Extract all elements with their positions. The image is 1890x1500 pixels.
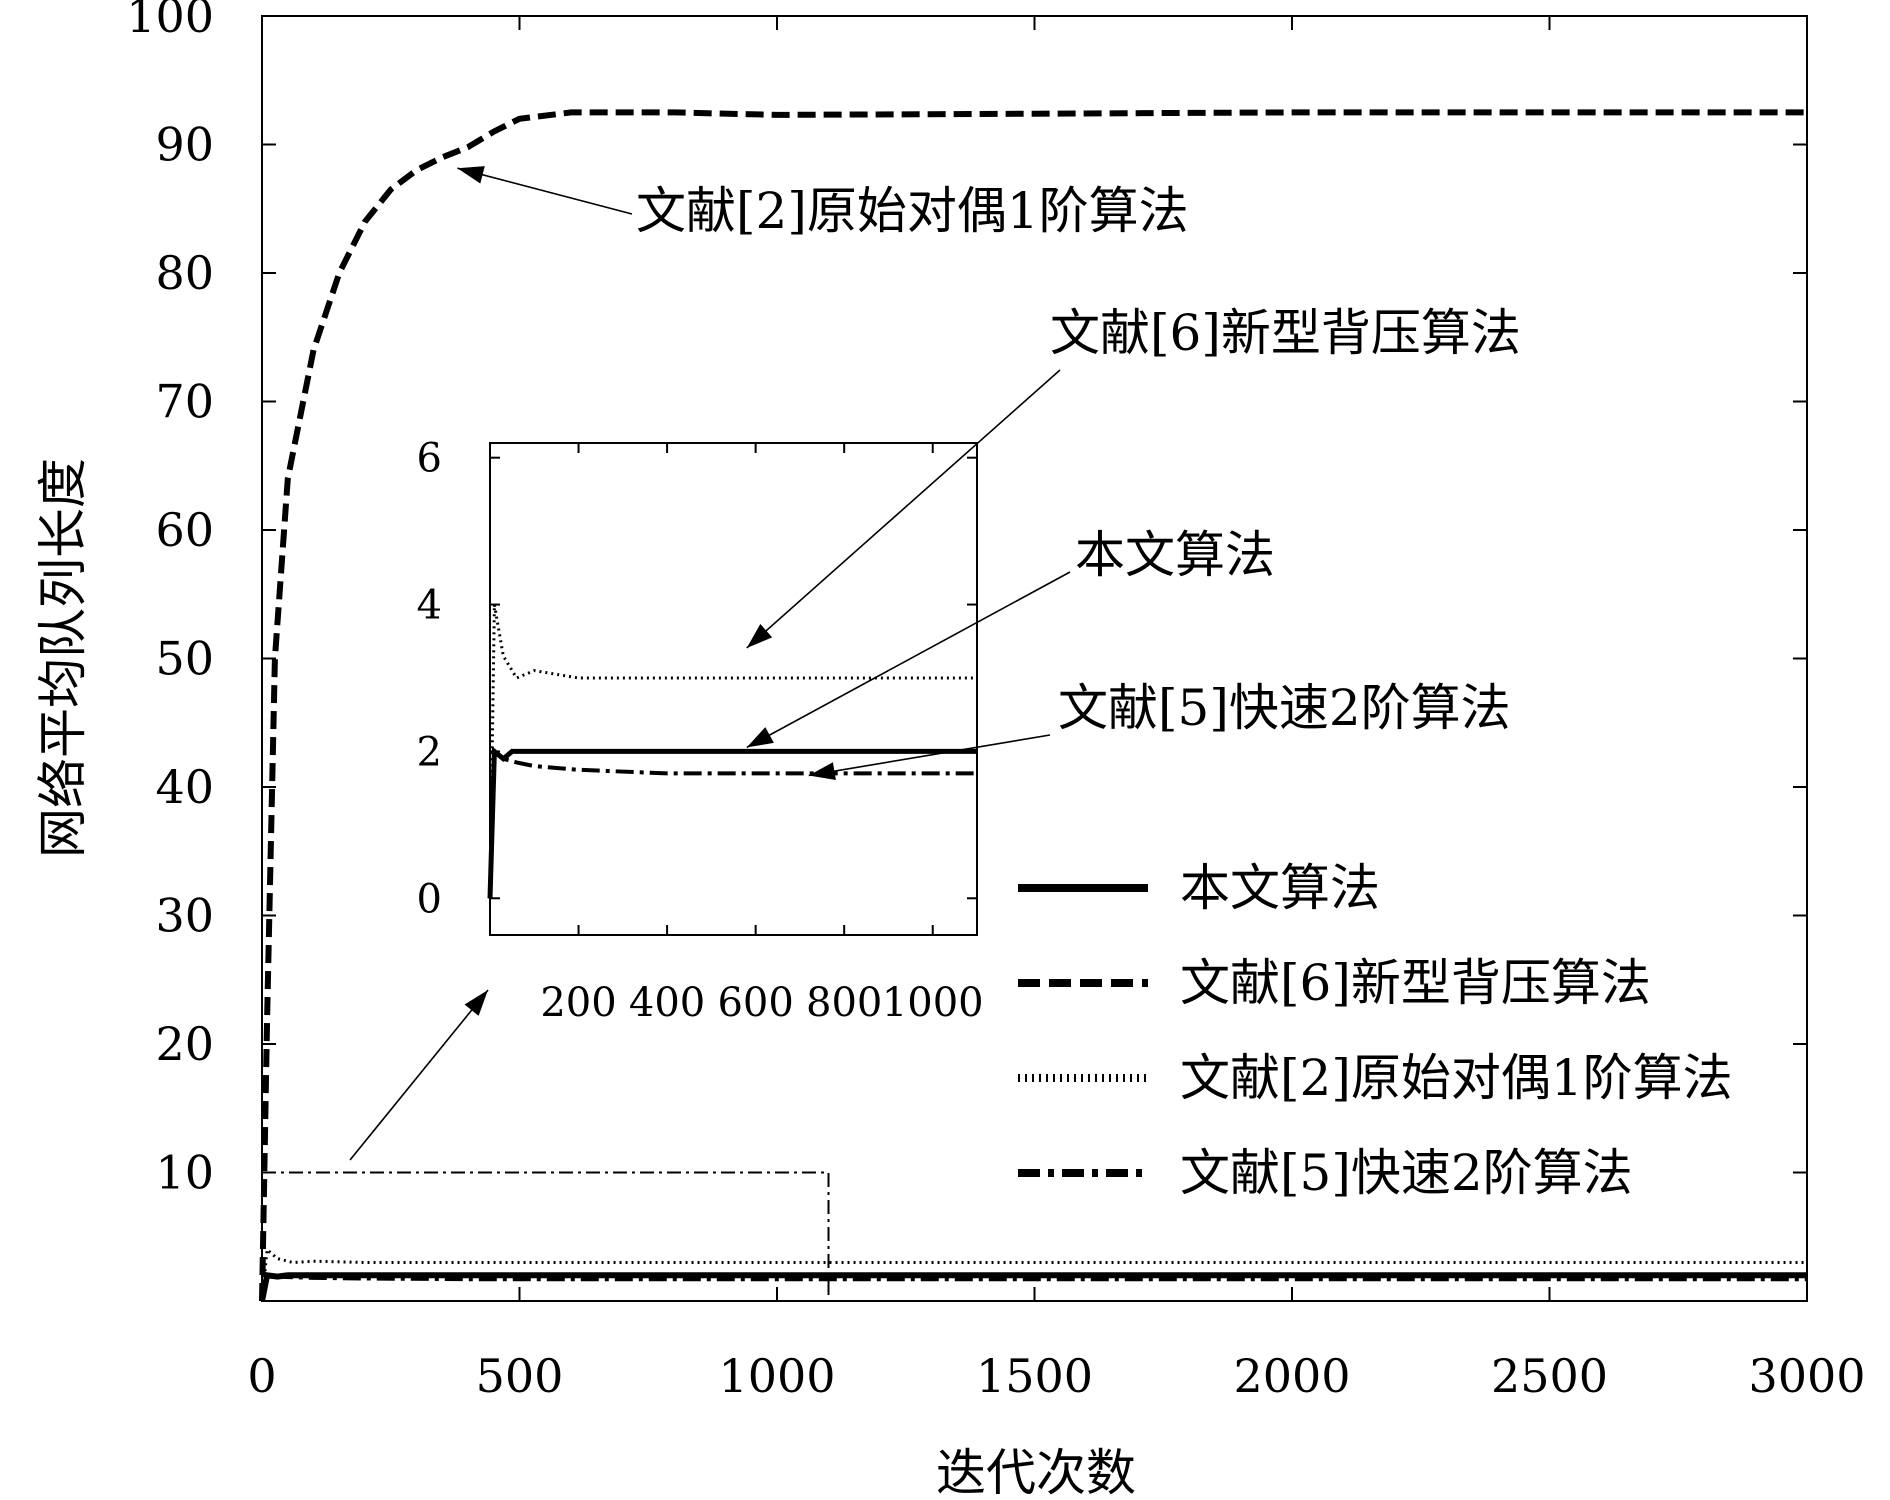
legend-entry-fast-second-order: 文献[5]快速2阶算法 [1018, 1144, 1633, 1202]
inset-x-tick-label: 1000 [882, 980, 984, 1026]
inset-x-tick-label: 800 [806, 980, 882, 1026]
x-tick-label: 2000 [1233, 1349, 1350, 1403]
arrow-fast-second-order-head [808, 762, 836, 780]
y-tick-label: 40 [155, 760, 214, 814]
inset-series-line-0 [487, 746, 977, 899]
inset-y-tick-label: 0 [417, 876, 442, 922]
y-tick-label: 80 [155, 246, 214, 300]
arrow-backpressure-shaft [746, 369, 1061, 649]
y-tick-label: 70 [155, 375, 214, 429]
inset-x-tick-label: 600 [717, 980, 793, 1026]
x-tick-label: 2500 [1491, 1349, 1608, 1403]
annotation-proposed: 本文算法 [1075, 526, 1275, 584]
zoom-box [261, 1171, 830, 1302]
legend: 本文算法 文献[6]新型背压算法 文献[2]原始对偶1阶算法 文献[5]快速2阶… [1018, 859, 1733, 1202]
inset-plot: 200 400 600 800 1000 0 2 4 6 [417, 436, 984, 1026]
arrow-fast-second-order-shaft [808, 734, 1051, 777]
y-tick-label: 10 [155, 1146, 214, 1200]
inset-frame [489, 442, 978, 936]
y-tick-label: 20 [155, 1017, 214, 1071]
inset-series-line-3 [488, 747, 977, 899]
legend-label-proposed: 本文算法 [1180, 859, 1380, 917]
arrow-zoom-to-inset-shaft [349, 989, 489, 1161]
arrow-backpressure [746, 369, 1061, 649]
arrow-zoom-to-inset-head [464, 990, 488, 1016]
series-line-3 [260, 1273, 1807, 1302]
main-plot: 0 500 1000 1500 2000 2500 30001020304050607080… [126, 0, 1865, 1403]
annotation-backpressure: 文献[6]新型背压算法 [1050, 304, 1521, 362]
x-tick-label: 1500 [976, 1349, 1093, 1403]
main-series [259, 109, 1807, 1302]
legend-label-dual-first-order: 文献[2]原始对偶1阶算法 [1180, 1049, 1733, 1107]
arrow-dual-first-order [457, 166, 633, 215]
annotation-fast-second-order: 文献[5]快速2阶算法 [1058, 679, 1511, 737]
annotation-dual-first-order: 文献[2]原始对偶1阶算法 [636, 182, 1189, 240]
inset-y-tick-label: 2 [417, 729, 442, 775]
x-tick-label: 0 [247, 1349, 276, 1403]
arrow-proposed [746, 571, 1071, 749]
inset-series [487, 443, 977, 935]
arrow-zoom-to-inset [349, 989, 489, 1161]
inset-x-tick-label: 200 [540, 980, 616, 1026]
arrow-fast-second-order [808, 734, 1051, 780]
arrow-dual-first-order-shaft [457, 167, 633, 215]
annotation-arrows [349, 166, 1071, 1161]
main-axis-ticks: 0 500 1000 1500 2000 2500 30001020304050607080… [126, 0, 1865, 1403]
legend-entry-dual-first-order: 文献[2]原始对偶1阶算法 [1018, 1049, 1733, 1107]
zoom-box-rect [261, 1171, 830, 1302]
legend-label-backpressure: 文献[6]新型背压算法 [1180, 954, 1651, 1012]
y-tick-label: 100 [126, 0, 214, 43]
x-tick-label: 500 [476, 1349, 564, 1403]
x-axis-title: 迭代次数 [936, 1444, 1136, 1500]
arrow-proposed-head [746, 727, 774, 748]
arrow-proposed-shaft [746, 571, 1071, 749]
arrow-dual-first-order-head [457, 166, 485, 184]
x-tick-label: 3000 [1748, 1349, 1865, 1403]
inset-x-tick-label: 400 [629, 980, 705, 1026]
y-tick-label: 30 [155, 889, 214, 943]
inset-axis-ticks: 200 400 600 800 1000 0 2 4 6 [417, 436, 984, 1026]
legend-entry-backpressure: 文献[6]新型背压算法 [1018, 954, 1651, 1012]
legend-entry-proposed: 本文算法 [1018, 859, 1380, 917]
y-tick-label: 50 [155, 632, 214, 686]
x-tick-label: 1000 [718, 1349, 835, 1403]
y-axis-title: 网络平均队列长度 [34, 458, 92, 858]
series-line-1 [259, 109, 1807, 1302]
arrow-backpressure-head [746, 624, 773, 648]
inset-y-tick-label: 6 [417, 436, 442, 482]
y-tick-label: 90 [155, 118, 214, 172]
legend-label-fast-second-order: 文献[5]快速2阶算法 [1180, 1144, 1633, 1202]
y-tick-label: 60 [155, 503, 214, 557]
inset-y-tick-label: 4 [417, 583, 442, 629]
